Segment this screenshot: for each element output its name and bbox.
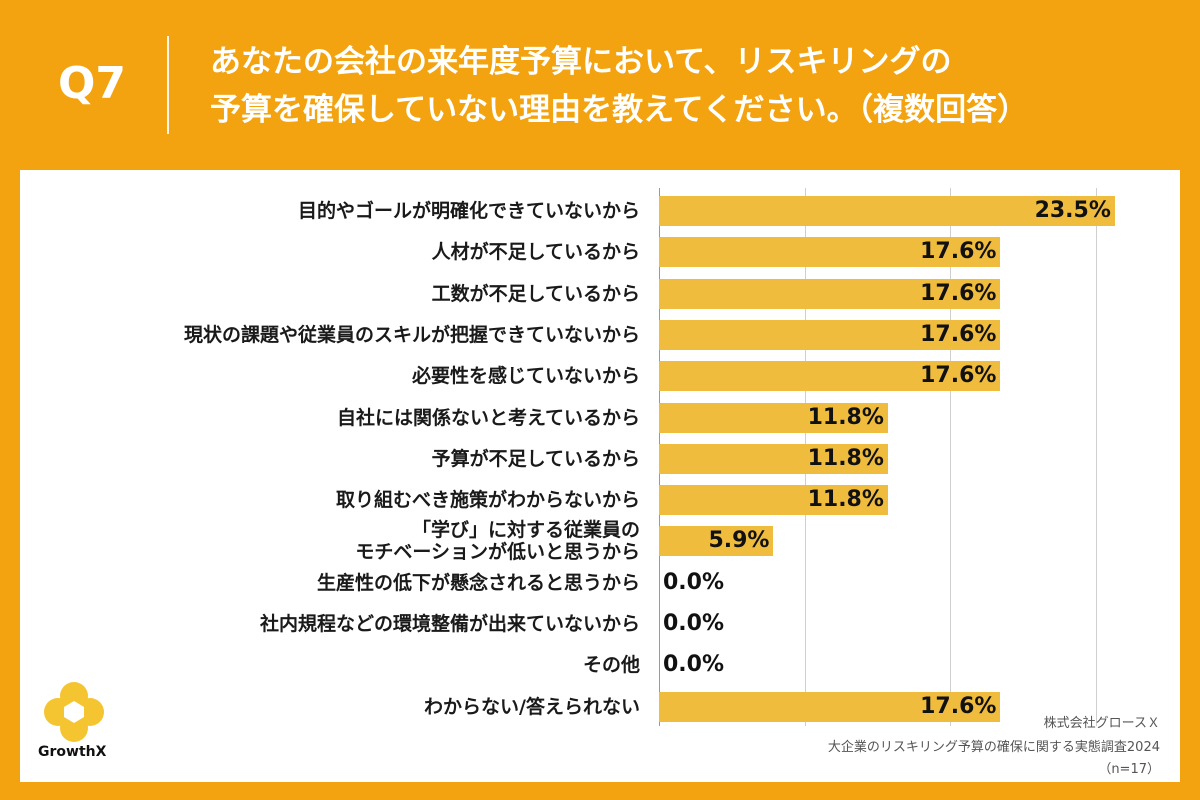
bar [659, 278, 1001, 309]
bar [659, 691, 1001, 722]
category-label: 「学び」に対する従業員の モチベーションが低いと思うから [355, 519, 640, 564]
question-line-1: あなたの会社の来年度予算において、リスキリングの [210, 44, 952, 80]
bar [659, 319, 1001, 350]
category-label: 社内規程などの環境整備が出来ていないから [259, 613, 640, 635]
value-label: 23.5% [1034, 198, 1111, 223]
value-label: 17.6% [920, 239, 997, 265]
question-number: Q7 [58, 58, 127, 109]
bar [659, 443, 888, 474]
credit-survey: 大企業のリスキリング予算の確保に関する実態調査2024 [827, 740, 1160, 755]
value-label: 11.8% [807, 404, 884, 430]
value-label: 0.0% [663, 569, 725, 595]
value-label: 17.6% [920, 693, 997, 719]
value-label: 17.6% [920, 363, 997, 389]
category-label: 人材が不足しているから [431, 241, 640, 264]
category-label: 現状の課題や従業員のスキルが把握できていないから [183, 323, 640, 346]
logo-text: GrowthX [38, 744, 107, 760]
category-label: 生産性の低下が懸念されると思うから [316, 571, 640, 594]
value-label: 11.8% [807, 487, 884, 513]
bar [659, 237, 1001, 268]
credit-company: 株式会社グロースＸ [1043, 716, 1160, 731]
category-label: その他 [582, 654, 640, 677]
grid-line [950, 188, 951, 726]
grid-line [1096, 188, 1097, 726]
category-label: 必要性を感じていないから [411, 365, 640, 388]
category-label: 目的やゴールが明確化できていないから [297, 200, 640, 222]
category-label: 工数が不足しているから [431, 282, 640, 305]
bar [659, 361, 1001, 392]
credit-sample: （n=17） [1098, 762, 1160, 777]
category-label: 予算が不足しているから [431, 447, 640, 470]
bar [659, 485, 888, 516]
bar [659, 196, 1115, 226]
chart-panel [20, 170, 1180, 782]
value-label: 0.0% [663, 652, 725, 678]
value-label: 17.6% [920, 321, 997, 347]
bar [659, 526, 774, 557]
question-text: あなたの会社の来年度予算において、リスキリングの 予算を確保していない理由を教え… [210, 38, 1170, 134]
value-label: 0.0% [663, 611, 725, 636]
value-label: 17.6% [920, 280, 997, 306]
growthx-logo-icon [44, 682, 104, 742]
bar [659, 402, 888, 433]
value-label: 11.8% [807, 445, 884, 471]
question-line-2: 予算を確保していない理由を教えてください。（複数回答） [210, 92, 1029, 128]
category-label: 取り組むべき施策がわからないから [335, 489, 640, 512]
value-label: 5.9% [708, 528, 770, 554]
header-divider [167, 36, 169, 134]
category-label: わからない/答えられない [424, 695, 640, 718]
header: Q7 あなたの会社の来年度予算において、リスキリングの 予算を確保していない理由… [0, 0, 1200, 168]
category-label: 自社には関係ないと考えているから [336, 406, 640, 429]
